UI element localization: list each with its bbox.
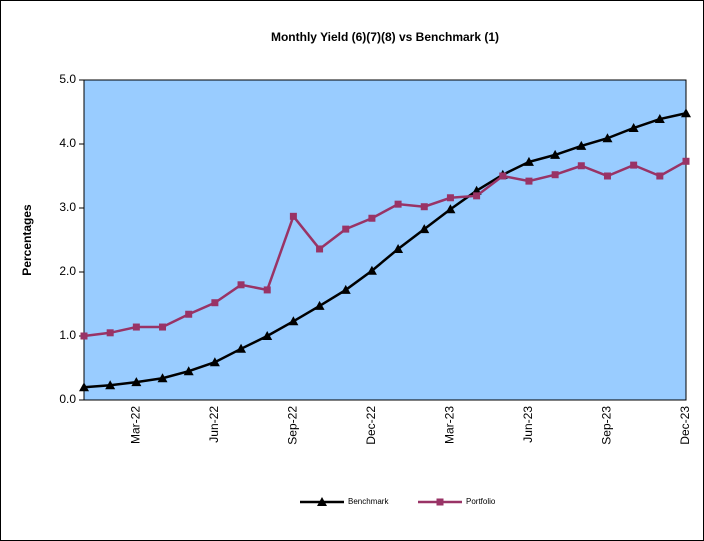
point-marker <box>499 172 507 180</box>
point-marker <box>420 203 428 211</box>
point-marker <box>183 366 194 376</box>
y-tick-label: 5.0 <box>59 72 76 86</box>
x-tick-label: Jun-22 <box>207 406 221 443</box>
point-marker <box>237 281 245 289</box>
point-marker <box>262 331 273 340</box>
point-marker <box>263 286 271 294</box>
point-marker <box>211 299 219 307</box>
chart-title: Monthly Yield (6)(7)(8) vs Benchmark (1) <box>271 30 499 44</box>
point-marker <box>393 243 404 253</box>
y-axis-label: Percentages <box>20 204 34 276</box>
y-tick-label: 4.0 <box>59 136 76 150</box>
point-marker <box>628 123 639 132</box>
point-marker <box>209 357 220 367</box>
point-marker <box>288 316 299 326</box>
x-tick-label: Sep-22 <box>286 406 300 445</box>
point-marker <box>289 212 297 220</box>
point-marker <box>551 171 559 179</box>
point-marker <box>366 265 377 275</box>
y-tick-label: 0.0 <box>59 392 76 406</box>
legend-marker <box>436 498 444 506</box>
y-tick-label: 3.0 <box>59 200 76 214</box>
x-tick-label: Jun-23 <box>521 406 535 443</box>
point-marker <box>314 300 325 310</box>
series-line <box>83 160 687 338</box>
legend-marker <box>317 497 327 506</box>
point-marker <box>185 310 193 318</box>
point-marker <box>681 108 691 118</box>
point-marker <box>131 377 142 387</box>
x-tick-label: Mar-22 <box>129 406 143 444</box>
point-marker <box>80 332 88 340</box>
series-line <box>83 112 687 389</box>
point-marker <box>79 382 89 392</box>
point-marker <box>603 172 611 180</box>
point-marker <box>340 284 351 294</box>
point-marker <box>577 162 585 170</box>
legend-label: Benchmark <box>348 497 389 506</box>
plot-area <box>83 79 687 401</box>
y-tick-label: 1.0 <box>59 328 76 342</box>
point-marker <box>342 225 350 233</box>
point-marker <box>236 343 247 353</box>
x-tick-label: Sep-23 <box>600 406 614 445</box>
point-marker <box>550 149 561 159</box>
point-marker <box>159 323 167 331</box>
point-marker <box>132 323 140 331</box>
point-marker <box>602 133 613 143</box>
point-marker <box>682 157 690 165</box>
point-marker <box>394 200 402 208</box>
legend-label: Portfolio <box>466 497 496 506</box>
point-marker <box>525 177 533 185</box>
point-marker <box>368 214 376 222</box>
point-marker <box>656 172 664 180</box>
point-marker <box>446 194 454 202</box>
x-tick-label: Dec-22 <box>364 406 378 445</box>
y-tick-label: 2.0 <box>59 264 76 278</box>
point-marker <box>419 224 430 234</box>
x-tick-label: Dec-23 <box>678 406 692 445</box>
point-marker <box>106 329 114 337</box>
point-marker <box>105 380 116 390</box>
point-marker <box>523 156 534 166</box>
x-tick-label: Mar-23 <box>443 406 457 444</box>
point-marker <box>316 245 324 253</box>
point-marker <box>157 373 168 383</box>
point-marker <box>473 192 481 200</box>
point-marker <box>445 204 456 214</box>
point-marker <box>654 114 665 124</box>
point-marker <box>630 161 638 169</box>
point-marker <box>576 140 587 150</box>
